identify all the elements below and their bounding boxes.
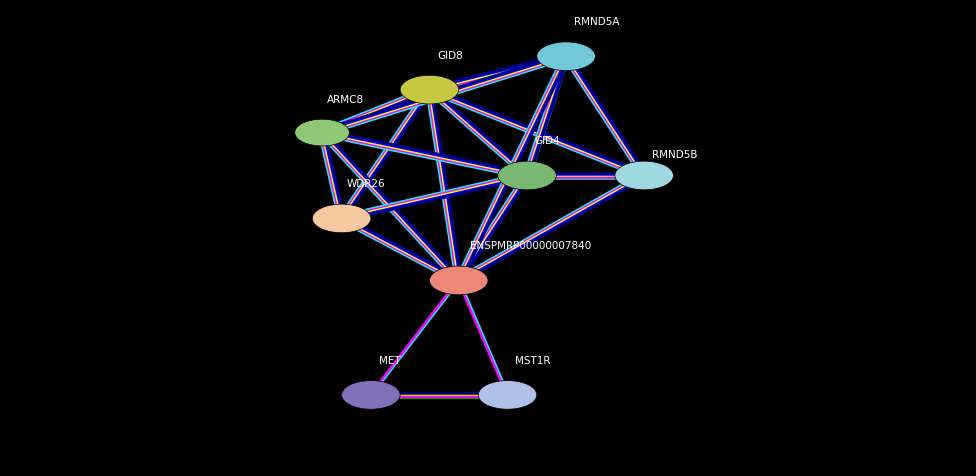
- Text: RMND5A: RMND5A: [574, 17, 620, 27]
- Text: ENSPMRP00000007840: ENSPMRP00000007840: [470, 241, 591, 251]
- Circle shape: [615, 162, 673, 190]
- Circle shape: [295, 120, 349, 147]
- Circle shape: [429, 267, 488, 295]
- Text: ARMC8: ARMC8: [327, 95, 364, 105]
- Text: WDR26: WDR26: [346, 179, 386, 189]
- Circle shape: [478, 381, 537, 409]
- Circle shape: [537, 43, 595, 71]
- Circle shape: [498, 162, 556, 190]
- Circle shape: [400, 76, 459, 105]
- Circle shape: [312, 205, 371, 233]
- Text: MST1R: MST1R: [515, 355, 550, 365]
- Text: GID8: GID8: [437, 50, 463, 60]
- Text: MET: MET: [379, 355, 400, 365]
- Circle shape: [342, 381, 400, 409]
- Text: RMND5B: RMND5B: [652, 149, 698, 159]
- Text: GID4: GID4: [535, 136, 560, 146]
